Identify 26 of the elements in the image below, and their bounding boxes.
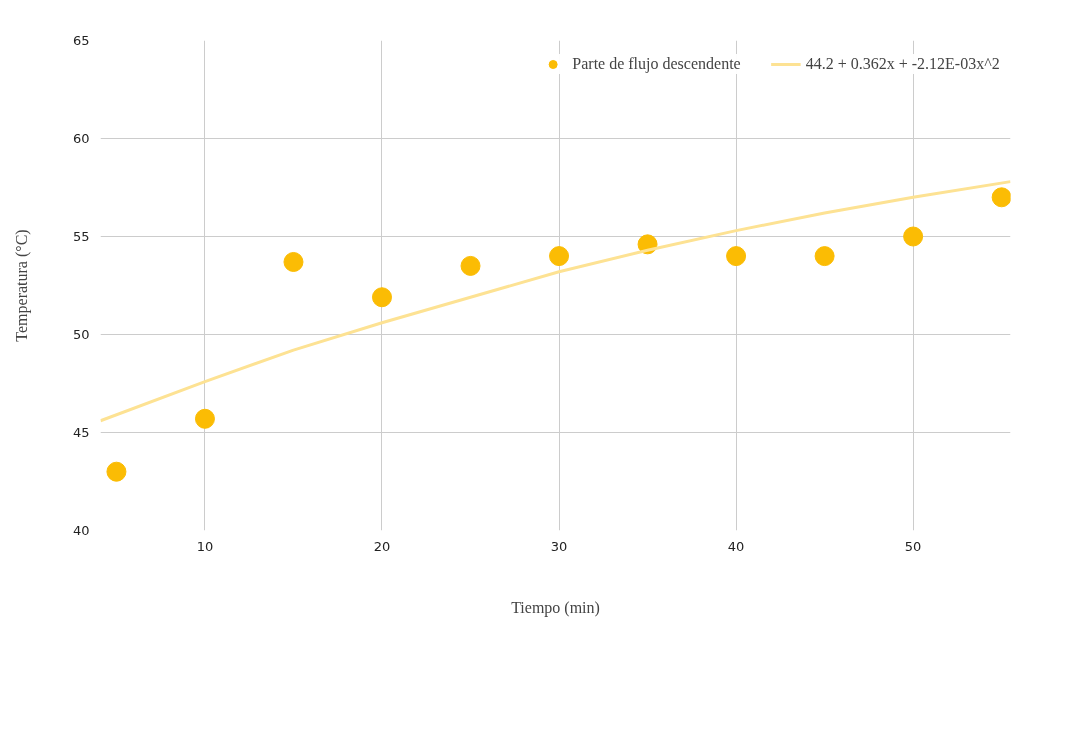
y-axis-title: Temperatura (°C) xyxy=(12,229,31,342)
y-tick-label: 55 xyxy=(72,229,90,244)
y-tick-label: 50 xyxy=(72,327,90,342)
point xyxy=(549,246,570,267)
point xyxy=(814,246,835,267)
point xyxy=(726,246,747,267)
y-tick-label: 65 xyxy=(72,33,90,48)
legend-label: 44.2 + 0.362x + -2.12E-03x^2 xyxy=(805,55,1000,73)
y-tick-label: 40 xyxy=(72,523,90,538)
x-tick-label: 10 xyxy=(196,538,214,554)
x-tick-label: 50 xyxy=(904,538,922,554)
point xyxy=(372,287,392,308)
y-tick-label: 45 xyxy=(72,425,90,440)
x-tick-label: 40 xyxy=(727,538,745,554)
legend-label: Parte de flujo descendente xyxy=(572,55,741,73)
point xyxy=(106,461,127,482)
point xyxy=(194,408,215,429)
point xyxy=(991,187,1011,208)
y-tick-label: 60 xyxy=(72,131,90,146)
line-series xyxy=(100,180,1011,423)
point xyxy=(283,252,304,272)
point xyxy=(903,226,924,247)
x-axis-title: Tiempo (min) xyxy=(511,598,600,617)
x-tick-label: 20 xyxy=(373,538,391,554)
point xyxy=(460,255,481,276)
x-tick-label: 30 xyxy=(550,538,568,554)
